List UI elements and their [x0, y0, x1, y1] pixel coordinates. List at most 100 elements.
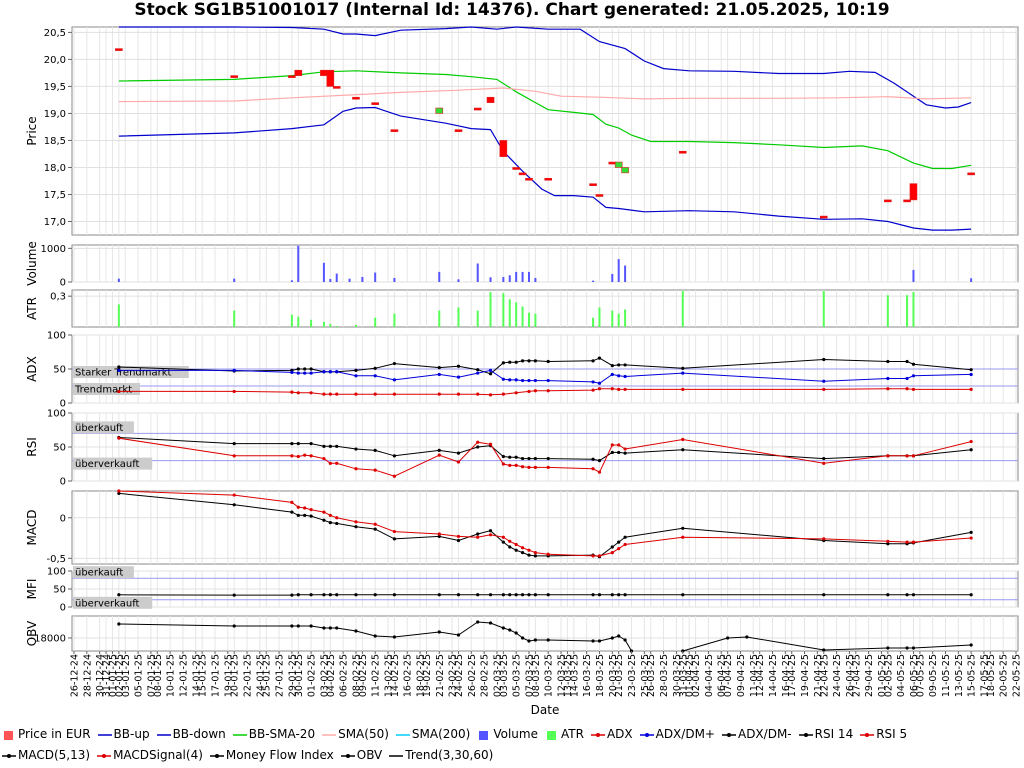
legend-label: Price in EUR — [18, 727, 91, 741]
value-bar — [290, 280, 293, 282]
series-point — [322, 456, 326, 461]
series-point — [488, 621, 493, 625]
reference-label-bg — [73, 596, 153, 609]
panel-2-frame — [71, 289, 1019, 328]
series-point — [520, 551, 525, 555]
series-point — [610, 636, 614, 640]
y-tick-label: 0,3 — [50, 292, 66, 303]
series-point — [527, 359, 531, 363]
series-point — [546, 389, 550, 393]
x-tick-label: 04-04-25 — [704, 654, 715, 697]
series-point — [354, 374, 358, 378]
value-bar — [617, 259, 620, 282]
y-axis-label: OBV — [25, 620, 39, 646]
series-point — [392, 454, 397, 458]
series-point — [527, 548, 531, 552]
series-point — [501, 593, 505, 597]
series-point — [232, 454, 236, 458]
series-point — [232, 389, 236, 394]
price-candle — [230, 75, 239, 78]
series-point — [335, 626, 339, 630]
series-point — [501, 462, 505, 466]
series-point — [617, 546, 621, 551]
series-point — [546, 593, 550, 597]
x-tick-label: 04-05-25 — [896, 654, 907, 697]
series-point — [296, 367, 300, 371]
value-bar — [592, 280, 595, 282]
legend-label: Volume — [493, 727, 538, 741]
series-point — [610, 450, 614, 455]
series-point — [309, 442, 313, 446]
series-point — [911, 593, 916, 597]
series-point — [623, 535, 627, 539]
legend-swatch — [798, 732, 813, 737]
x-tick-label: 24-04-25 — [832, 654, 843, 697]
series-point — [905, 593, 909, 597]
series-point — [905, 646, 909, 650]
y-tick-label: 0 — [60, 603, 66, 614]
x-tick-label: 07-04-25 — [723, 654, 734, 697]
x-tick-label: 11-05-25 — [941, 654, 952, 697]
y-tick-label: 50 — [53, 585, 66, 596]
series-point — [437, 630, 441, 634]
series-point — [373, 634, 377, 638]
series-point — [527, 639, 531, 643]
legend-swatch — [2, 753, 16, 758]
legend-item: BB-down — [156, 727, 226, 741]
legend-label: BB-down — [172, 727, 226, 741]
value-bar — [508, 275, 511, 282]
series-point — [745, 635, 749, 639]
legend-label: RSI 14 — [814, 727, 854, 741]
x-tick-label: 08-03-25 — [531, 654, 542, 697]
value-bar — [508, 299, 511, 327]
legend-swatch-box — [4, 730, 13, 740]
series-point — [290, 500, 294, 504]
price-candle — [435, 107, 444, 114]
series-point — [437, 448, 441, 452]
x-tick-label: 18-02-25 — [416, 654, 427, 697]
y-tick-label: 18,0 — [44, 163, 66, 174]
series-point — [514, 391, 518, 395]
price-candle — [332, 86, 341, 89]
x-tick-label: 03-03-25 — [499, 654, 510, 697]
series-point — [969, 593, 973, 597]
series-point — [437, 532, 441, 536]
series-point — [533, 456, 537, 461]
series-point — [508, 455, 512, 459]
series-point — [501, 540, 505, 544]
series-point — [623, 593, 627, 597]
legend-item: RSI 14 — [798, 727, 854, 741]
series-line — [118, 26, 972, 109]
series-point — [610, 443, 614, 447]
series-point — [392, 537, 397, 541]
stock-chart: 17,017,518,018,519,019,520,020,5Price010… — [25, 26, 1023, 717]
legend-swatch — [389, 754, 404, 757]
series-point — [533, 638, 537, 642]
series-point — [822, 387, 826, 391]
x-tick-label: 17-01-25 — [210, 654, 221, 697]
series-point — [373, 527, 377, 531]
y-axis-label: ATR — [25, 297, 39, 320]
series-point — [290, 510, 294, 514]
series-point — [546, 378, 550, 383]
value-bar — [912, 292, 915, 327]
x-tick-label: 24-01-25 — [255, 654, 266, 697]
legend-item: Price in EUR — [2, 727, 91, 741]
series-point — [546, 456, 550, 461]
series-point — [527, 456, 531, 461]
legend-label: MACD(5,13) — [18, 748, 91, 762]
legend-swatch-dot — [865, 732, 870, 737]
series-point — [681, 448, 685, 452]
x-tick-label: 13-03-25 — [563, 654, 574, 697]
value-bar — [489, 277, 492, 282]
series-line — [118, 357, 972, 375]
y-axis-label: MACD — [25, 510, 39, 546]
x-tick-label: 18-03-25 — [595, 654, 606, 697]
series-point — [905, 540, 909, 544]
x-tick-label: 15-05-25 — [967, 654, 978, 697]
series-point — [514, 548, 518, 552]
x-tick-label: 24-02-25 — [454, 654, 465, 697]
x-tick-label: 14-03-25 — [569, 654, 580, 697]
value-bar — [354, 324, 357, 327]
x-tick-label: 30-03-25 — [672, 654, 683, 697]
